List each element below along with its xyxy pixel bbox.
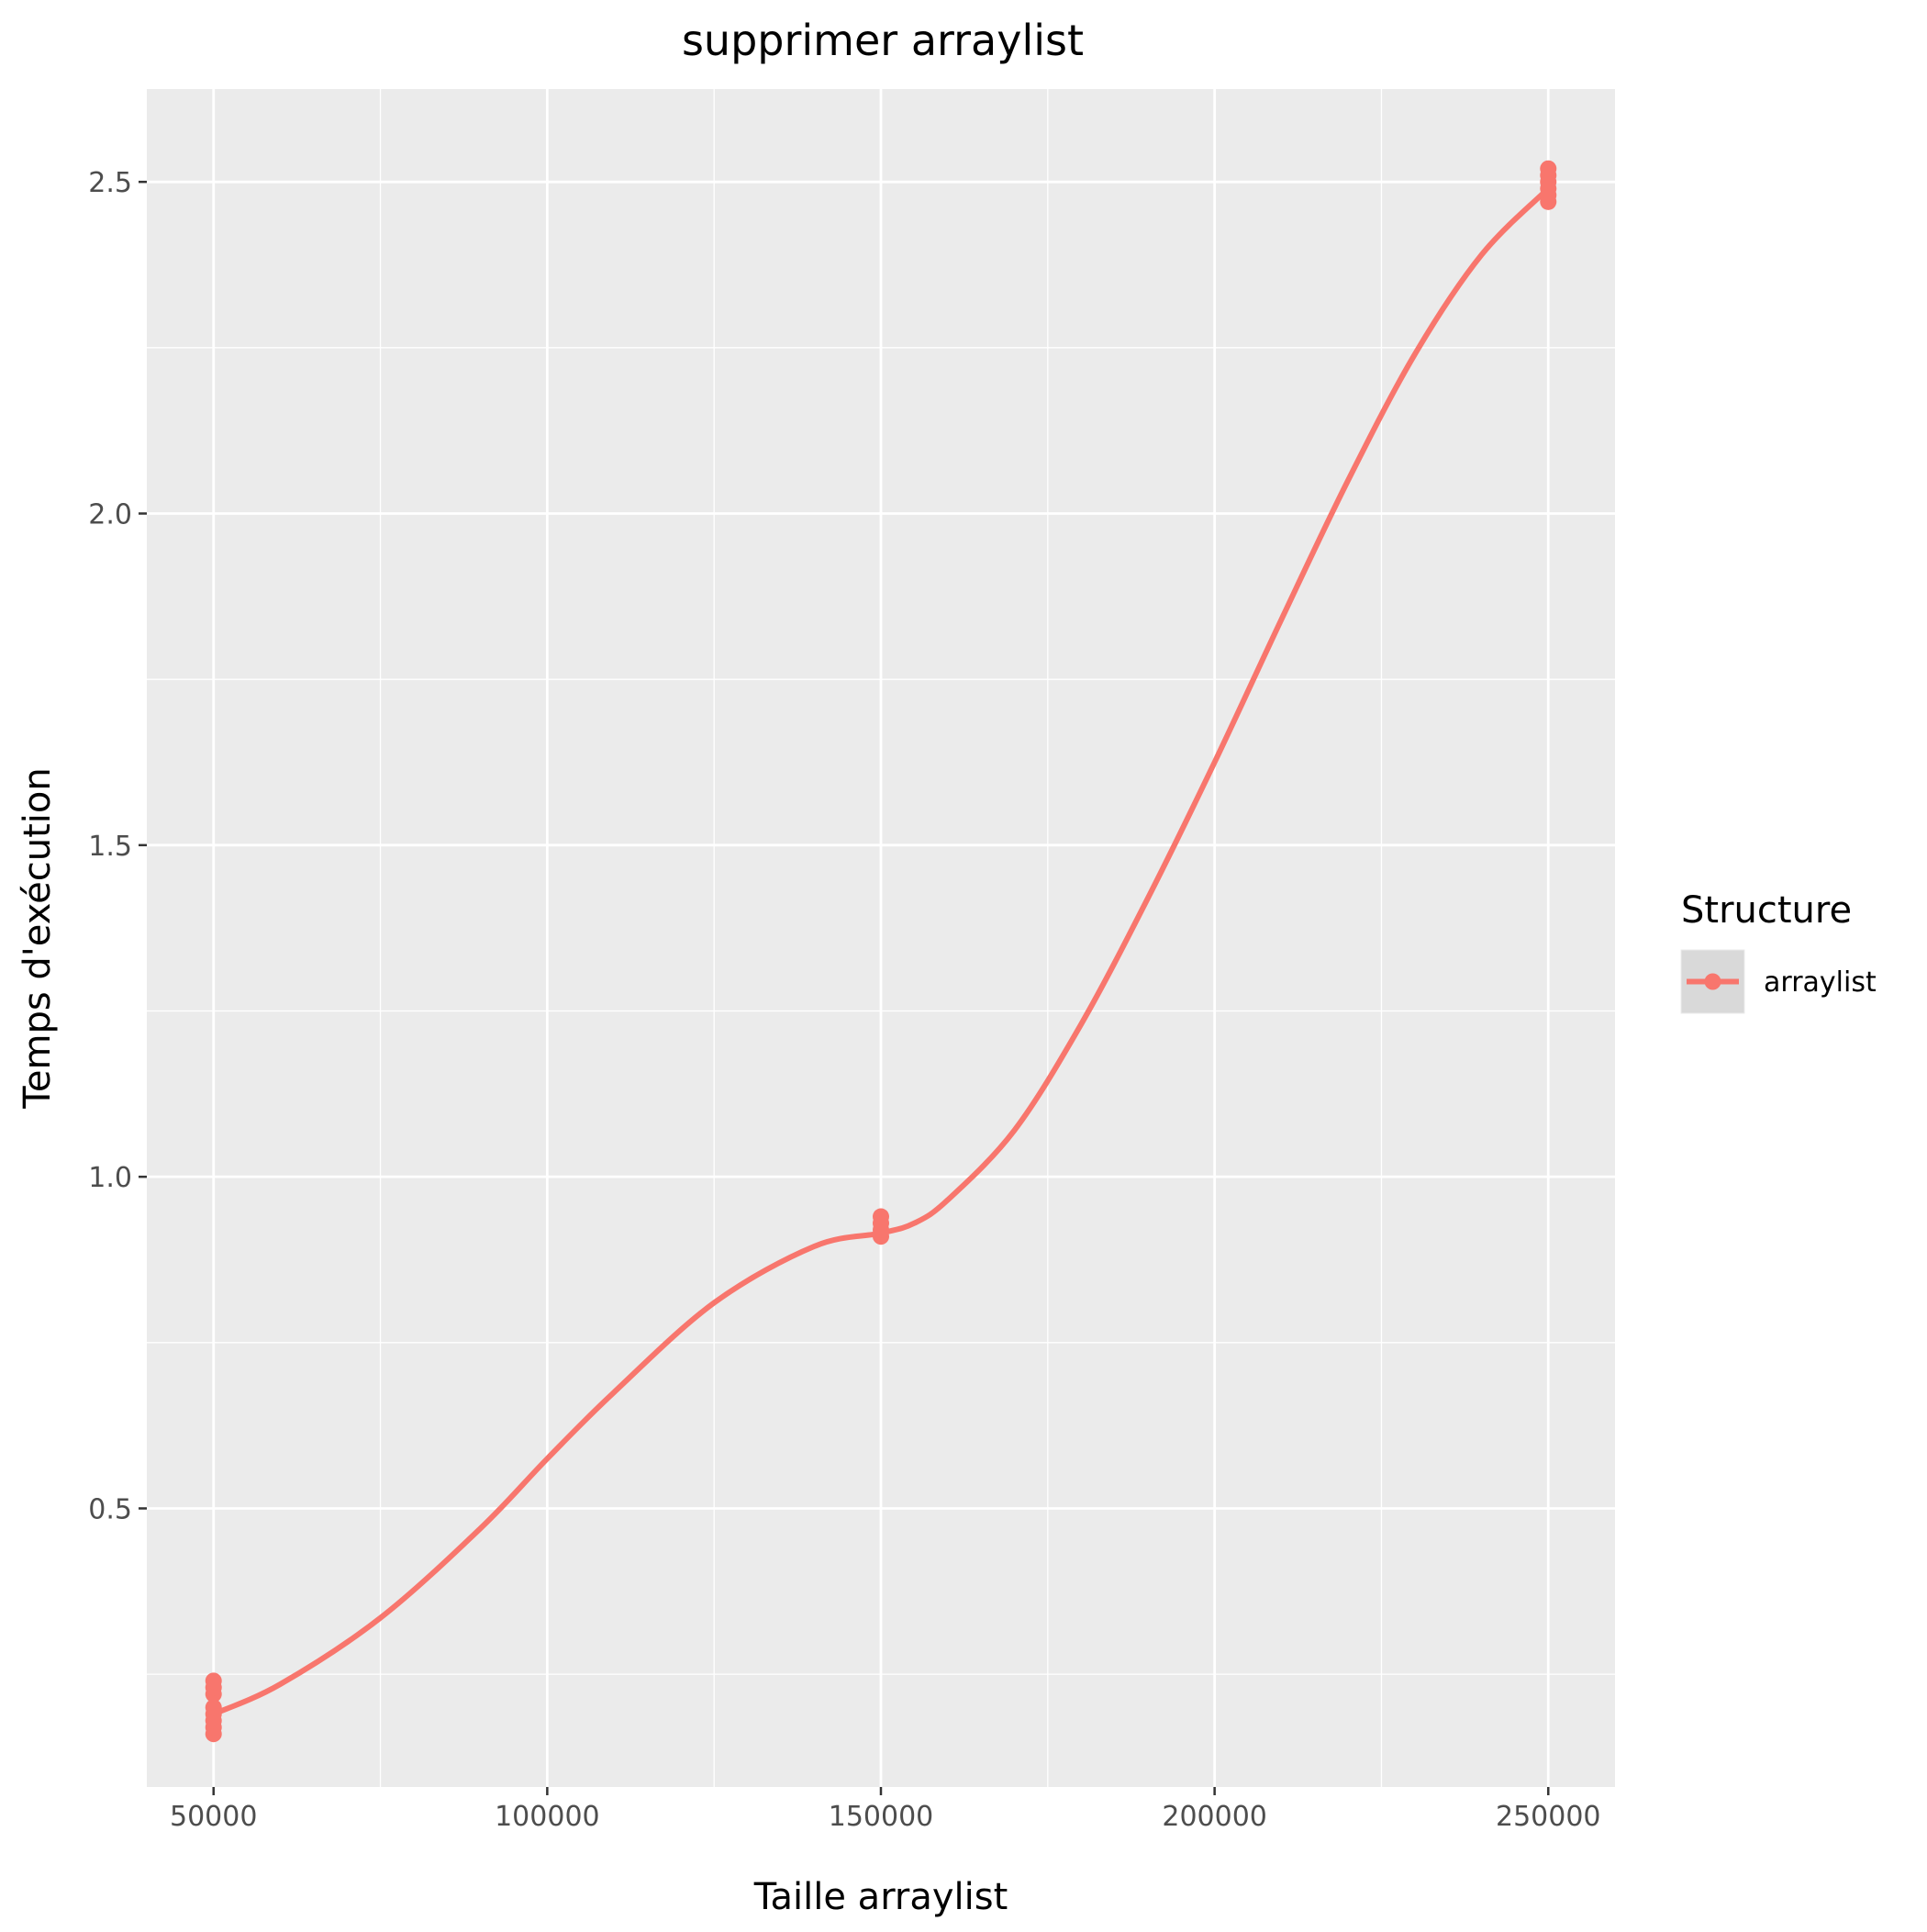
- series-layer: [205, 160, 1557, 1743]
- y-tick-label: 1.0: [88, 1162, 132, 1194]
- data-point: [873, 1208, 889, 1225]
- legend-key-point: [1704, 973, 1721, 990]
- data-point: [205, 1699, 222, 1716]
- x-axis-title: Taille arraylist: [753, 1876, 1008, 1918]
- legend-items: arraylist: [1680, 949, 1877, 1014]
- series-line-arraylist: [210, 185, 1552, 1717]
- data-point: [1540, 160, 1557, 177]
- chart-title: supprimer arraylist: [682, 16, 1084, 65]
- x-tick-label: 50000: [170, 1801, 257, 1833]
- legend: Structure arraylist: [1680, 889, 1877, 1014]
- y-axis: 0.5 1.0 1.5 2.0 2.5: [88, 167, 147, 1525]
- y-tick-label: 2.5: [88, 167, 132, 199]
- x-axis: 50000 100000 150000 200000 250000: [170, 1787, 1601, 1833]
- x-tick-label: 200000: [1162, 1801, 1267, 1833]
- x-tick-label: 150000: [829, 1801, 934, 1833]
- y-tick-label: 2.0: [88, 499, 132, 531]
- grid-major: [147, 89, 1615, 1787]
- legend-label: arraylist: [1764, 966, 1877, 999]
- y-tick-label: 1.5: [88, 831, 132, 863]
- legend-title: Structure: [1681, 889, 1852, 932]
- y-tick-label: 0.5: [88, 1493, 132, 1525]
- x-tick-label: 100000: [495, 1801, 600, 1833]
- x-tick-label: 250000: [1496, 1801, 1601, 1833]
- data-point: [205, 1672, 222, 1690]
- y-axis-title: Temps d'exécution: [17, 767, 59, 1109]
